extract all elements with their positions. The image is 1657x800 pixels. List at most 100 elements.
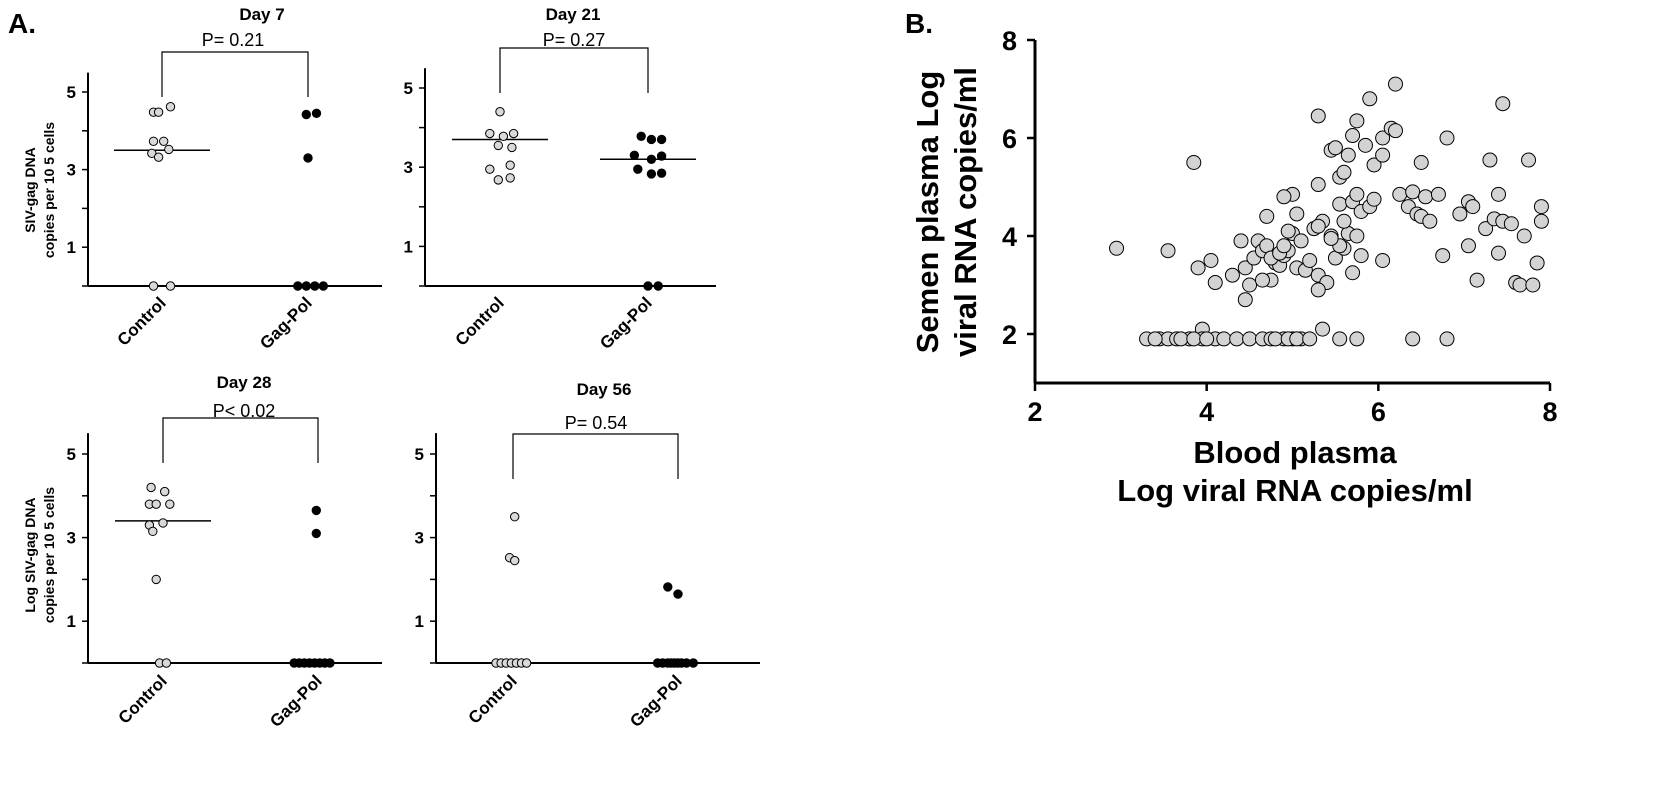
data-point: [493, 140, 503, 151]
data-point: [165, 102, 176, 112]
data-point: [1345, 128, 1361, 144]
chart-title: Day 7: [239, 5, 284, 24]
data-point: [688, 658, 698, 668]
data-point: [151, 499, 161, 509]
data-point: [1199, 331, 1215, 347]
data-point: [1186, 155, 1202, 170]
y-tick-label: 1: [404, 237, 413, 256]
category-label: Gag-Pol: [256, 293, 316, 353]
data-point: [1405, 331, 1421, 347]
y-axis-label-line: copies per 10 5 cells: [41, 122, 57, 258]
data-point: [1289, 206, 1305, 222]
data-point: [1224, 267, 1240, 283]
data-point: [1336, 213, 1352, 229]
data-point: [1525, 277, 1541, 293]
data-point: [151, 574, 161, 585]
data-point: [1366, 157, 1382, 173]
y-tick-label: 1: [67, 238, 76, 257]
data-point: [148, 136, 159, 146]
data-point: [146, 482, 156, 493]
data-point: [1190, 260, 1206, 276]
significance-bracket: [512, 433, 679, 479]
panel-label-a: A.: [8, 8, 36, 39]
data-point: [1452, 206, 1468, 222]
data-point: [303, 153, 313, 163]
data-point: [646, 154, 657, 164]
data-point: [656, 151, 667, 161]
y-axis-label-line: viral RNA copies/ml: [948, 67, 983, 357]
data-point: [1229, 331, 1245, 347]
chart-day56: 1 3 5 Day 56 P= 0.54 Control Gag-Pol: [415, 380, 760, 731]
data-point: [1293, 233, 1309, 249]
data-point: [164, 144, 174, 155]
data-point: [1310, 282, 1326, 298]
data-point: [1259, 208, 1275, 224]
chart-day7: 1 3 5 Day 7 P= 0.21 SIV-gag DNA copies per 10 …: [22, 5, 382, 353]
data-point: [1362, 91, 1378, 107]
data-point: [1435, 248, 1451, 264]
data-point: [663, 582, 673, 592]
data-point: [1242, 277, 1258, 293]
significance-bracket: [499, 47, 649, 93]
data-point: [160, 486, 170, 497]
p-value-label: P= 0.54: [565, 413, 628, 433]
data-point: [1366, 191, 1382, 207]
data-point: [643, 281, 653, 291]
category-label: Control: [114, 293, 170, 349]
data-point: [1375, 130, 1391, 146]
data-point: [1310, 218, 1326, 234]
y-axis-label-line: Log SIV-gag DNA: [22, 497, 38, 612]
data-point: [1186, 331, 1202, 347]
data-point: [1533, 199, 1549, 215]
data-point: [1280, 223, 1296, 239]
data-point: [1392, 186, 1408, 202]
data-point: [1302, 331, 1318, 347]
data-point: [1491, 245, 1506, 261]
data-point: [1482, 152, 1498, 168]
data-point: [629, 150, 640, 161]
data-point: [311, 505, 321, 516]
data-point: [1460, 238, 1476, 254]
y-tick-label: 5: [404, 79, 413, 98]
y-tick-label: 8: [1002, 26, 1017, 56]
data-point: [1267, 331, 1283, 347]
data-point: [1289, 331, 1305, 347]
data-point: [1439, 331, 1455, 347]
y-tick-label: 5: [67, 83, 76, 102]
data-point: [153, 107, 164, 117]
y-tick-label: 1: [415, 612, 424, 631]
category-label: Control: [465, 671, 521, 727]
y-tick-label: 1: [67, 612, 76, 631]
data-point: [165, 499, 175, 509]
data-point: [159, 136, 169, 146]
data-point: [301, 109, 311, 120]
data-point: [485, 128, 495, 139]
y-axis-label-line: Semen plasma Log: [910, 71, 945, 354]
data-point: [1345, 265, 1361, 281]
data-point: [1512, 277, 1528, 293]
data-point: [493, 175, 503, 185]
data-point: [148, 281, 159, 291]
data-point: [1503, 216, 1519, 232]
data-point: [1173, 331, 1189, 347]
data-point: [1254, 272, 1270, 288]
data-point: [1349, 113, 1365, 129]
data-point: [161, 658, 172, 668]
data-point: [1332, 196, 1348, 212]
data-point: [1533, 213, 1549, 229]
y-tick-label: 3: [415, 529, 424, 548]
data-point: [1439, 130, 1455, 146]
data-point: [1237, 292, 1253, 308]
data-point: [1465, 199, 1481, 215]
data-point: [485, 164, 495, 174]
data-point: [318, 281, 328, 291]
data-point: [1357, 137, 1373, 153]
data-point: [1276, 189, 1292, 205]
data-point: [495, 107, 505, 117]
category-label: Gag-Pol: [266, 671, 326, 731]
data-point: [1310, 177, 1326, 193]
significance-bracket: [162, 417, 319, 463]
chart-title: Day 21: [546, 5, 601, 24]
